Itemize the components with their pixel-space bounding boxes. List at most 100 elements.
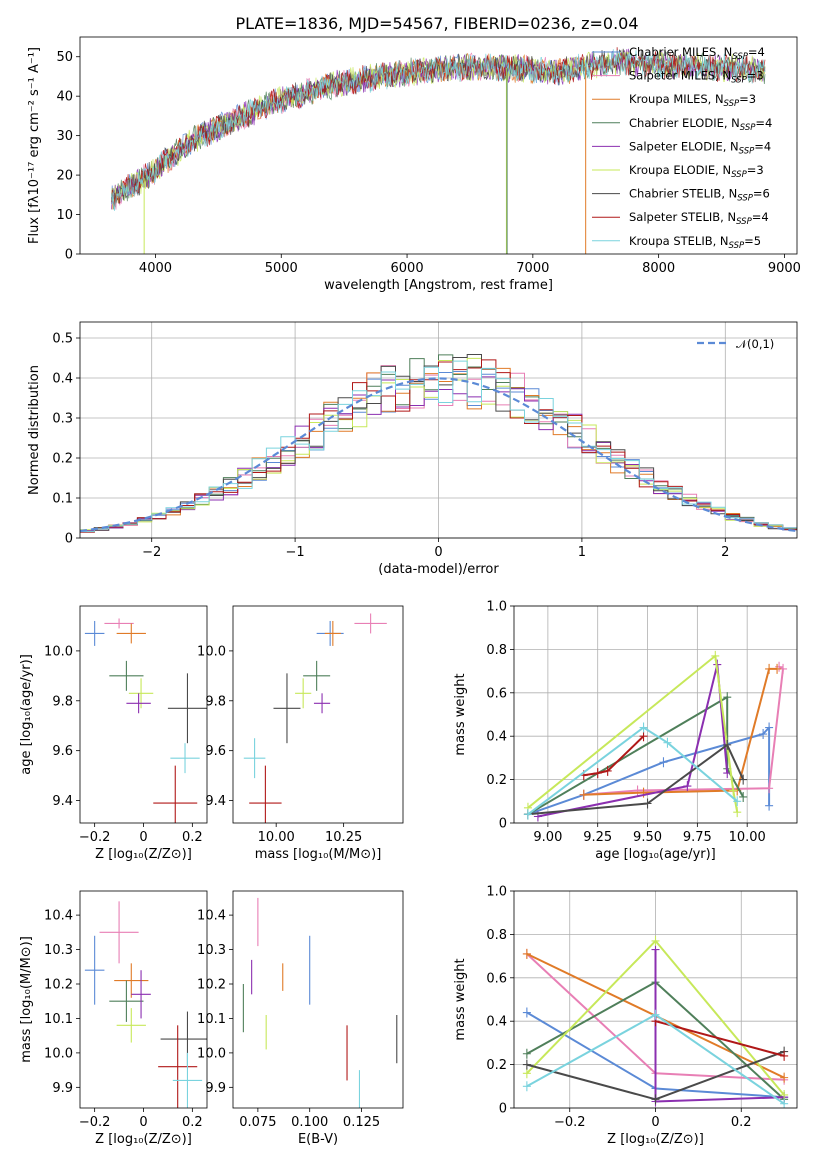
y-tick-label: 0.4	[486, 1015, 507, 1030]
y-axis-label: Flux [fλ10⁻¹⁷ erg cm⁻² s⁻¹ A⁻¹]	[27, 47, 42, 244]
weight-marker	[651, 944, 660, 955]
x-tick-label: 10.00	[258, 830, 295, 845]
axes-frame	[232, 605, 404, 824]
x-axis-label: Z [log₁₀(Z/Z⊙)]	[95, 847, 192, 862]
weight-marker	[523, 809, 532, 820]
y-tick-label: 9.8	[205, 694, 226, 709]
y-tick-label: 0	[65, 248, 73, 263]
errorbar-point	[243, 738, 266, 779]
x-tick-label: 2	[721, 545, 729, 560]
y-tick-label: 10.1	[44, 1012, 73, 1027]
x-tick-label: 0	[139, 1115, 147, 1130]
axes-frame	[79, 321, 798, 539]
x-tick-label: 0.2	[182, 830, 203, 845]
weight-marker	[522, 948, 531, 959]
plot-area-spectrum	[111, 47, 766, 254]
weight-line	[527, 726, 771, 816]
y-tick-label: 10.2	[44, 978, 73, 993]
normal-curve	[80, 377, 797, 533]
errorbar-point	[109, 660, 144, 691]
y-tick-label: 0.2	[52, 452, 73, 467]
y-tick-label: 0.2	[486, 1058, 507, 1073]
y-tick-label: 40	[56, 90, 73, 105]
x-tick-label: 9.75	[683, 830, 712, 845]
weight-line	[583, 735, 645, 777]
weight-marker	[522, 1048, 531, 1059]
legend-label: 𝒩(0,1)	[736, 337, 774, 351]
errorbar-point	[131, 970, 151, 1019]
y-tick-label: 0.2	[486, 773, 507, 788]
x-axis-label: age [log₁₀(age/yr)]	[595, 847, 716, 862]
y-tick-label: 0	[499, 817, 507, 832]
y-tick-label: 1.0	[486, 885, 507, 900]
y-tick-label: 10.2	[197, 978, 226, 993]
weight-line	[527, 696, 745, 816]
y-tick-label: 10.3	[197, 943, 226, 958]
weight-marker	[733, 807, 742, 818]
weight-marker	[579, 789, 588, 800]
weight-marker	[739, 774, 748, 785]
x-axis-label: wavelength [Angstrom, rest frame]	[324, 278, 553, 293]
y-tick-label: 10.1	[197, 1012, 226, 1027]
figure-title: PLATE=1836, MJD=54567, FIBERID=0236, z=0…	[235, 14, 638, 33]
legend-label: Kroupa ELODIE, NSSP=3	[629, 163, 764, 180]
x-tick-label: 9.00	[533, 830, 562, 845]
weight-line	[655, 1020, 785, 1057]
weight-marker	[729, 785, 738, 796]
legend-label: Salpeter STELIB, NSSP=4	[629, 210, 769, 227]
y-tick-label: 30	[56, 129, 73, 144]
y-tick-label: 9.8	[52, 694, 73, 709]
axes-frame	[79, 890, 208, 1109]
y-tick-label: 0.4	[52, 372, 73, 387]
x-tick-label: 0.2	[731, 1115, 752, 1130]
spectrum-line	[111, 48, 766, 210]
weight-marker	[765, 800, 774, 811]
weight-marker	[780, 1072, 789, 1083]
legend: Chabrier MILES, NSSP=4 Salpeter MILES, NS…	[592, 45, 772, 251]
weight-marker	[639, 731, 648, 742]
weight-marker	[651, 1009, 660, 1020]
x-tick-label: −0.2	[554, 1115, 586, 1130]
errorbar-point	[303, 660, 331, 691]
errorbar-point	[116, 623, 146, 644]
axes-Z-age: −0.2 0 0.2 9.4 9.6 9.8 10.0 Z [log₁₀(Z/Z⊙)] age …	[19, 605, 208, 862]
y-axis-label: age [log₁₀(age/yr)]	[19, 654, 34, 775]
legend-label: Chabrier ELODIE, NSSP=4	[629, 116, 772, 133]
weight-marker	[651, 1094, 660, 1105]
errorbar-point	[167, 673, 207, 744]
x-axis-label: (data-model)/error	[378, 562, 499, 577]
plot-area-Z-age	[84, 618, 207, 823]
errorbar-point	[324, 620, 341, 646]
weight-line	[527, 743, 745, 816]
y-tick-label: 0.6	[486, 971, 507, 986]
errorbar-point	[99, 901, 139, 964]
y-tick-label: 9.9	[52, 1081, 73, 1096]
x-tick-label: 0	[651, 1115, 659, 1130]
x-tick-label: 5000	[265, 261, 298, 276]
errorbar-point	[104, 618, 134, 629]
axes-ebv-mass: 0.075 0.100 0.125 9.9 10.0 10.1 10.2 10.3 10.4 E(…	[197, 890, 404, 1147]
x-tick-label: −0.2	[79, 1115, 111, 1130]
subplots: 4000 5000 6000 7000 8000 900001020304050wavel…	[19, 36, 801, 1147]
y-tick-label: 50	[56, 50, 73, 65]
weight-marker	[522, 1007, 531, 1018]
errorbar-point	[84, 935, 105, 1005]
x-tick-label: −0.2	[79, 830, 111, 845]
weight-marker	[522, 1059, 531, 1070]
x-tick-label: 0.075	[239, 1115, 276, 1130]
errorbar-point	[354, 613, 387, 634]
axes-frame	[513, 890, 798, 1109]
weight-marker	[739, 791, 748, 802]
weight-marker	[759, 729, 768, 740]
x-axis-label: E(B-V)	[298, 1132, 338, 1147]
plot-area-age-weight	[523, 650, 788, 822]
y-tick-label: 0	[499, 1102, 507, 1117]
legend-label: Salpeter MILES, NSSP=3	[629, 69, 764, 86]
weight-marker	[522, 1068, 531, 1079]
x-tick-label: 10.25	[325, 830, 362, 845]
y-tick-label: 0.4	[486, 730, 507, 745]
errorbar-point	[126, 693, 151, 714]
y-tick-label: 10.0	[197, 644, 226, 659]
weight-marker	[780, 1098, 789, 1108]
